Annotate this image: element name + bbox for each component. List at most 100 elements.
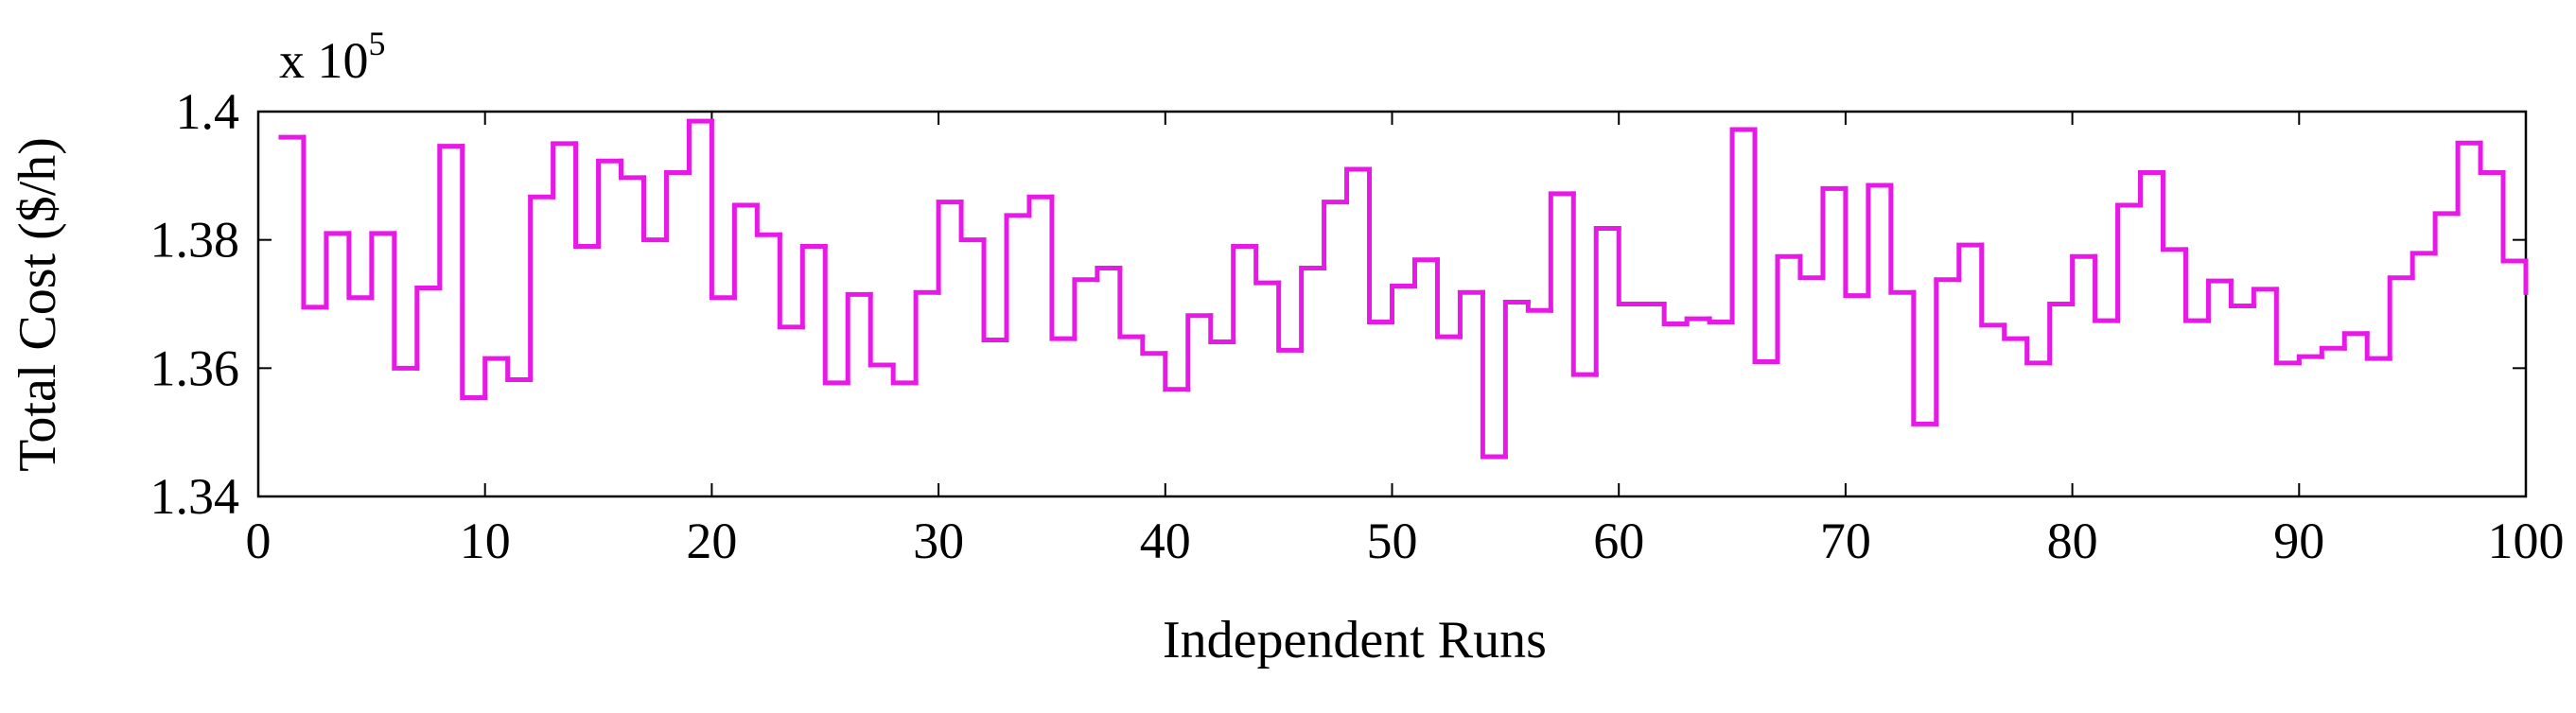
step [1502, 299, 1531, 460]
step [1616, 225, 1644, 306]
step [1866, 183, 1894, 299]
step [2002, 322, 2030, 341]
step [799, 243, 828, 330]
step [2228, 278, 2256, 309]
step [2432, 211, 2461, 256]
step [1390, 284, 1417, 324]
step [1911, 289, 1939, 426]
step [1729, 127, 1758, 324]
step [414, 286, 443, 371]
x-tick-label: 10 [460, 513, 511, 569]
step [528, 194, 556, 383]
step [1253, 243, 1282, 286]
step [1411, 257, 1440, 289]
step [1117, 266, 1146, 339]
step [369, 231, 397, 301]
y-tick-label: 1.38 [150, 212, 240, 269]
step [2093, 253, 2121, 323]
step [1843, 185, 1871, 299]
plot-frame [256, 110, 2528, 498]
step [2182, 247, 2211, 323]
step [777, 232, 805, 330]
step [754, 202, 782, 237]
x-tick-label: 40 [1140, 513, 1191, 569]
step [2024, 336, 2053, 366]
step [2115, 202, 2144, 323]
step [1593, 225, 1621, 377]
x-tick-label: 0 [246, 513, 272, 569]
step [2205, 278, 2234, 323]
y-multiplier: x 105 [279, 25, 386, 89]
step [596, 158, 624, 249]
step [1707, 316, 1735, 324]
step [1231, 243, 1259, 345]
x-axis-title: Independent Runs [1163, 611, 1547, 670]
step [1049, 194, 1078, 341]
step [913, 289, 941, 386]
step [845, 291, 873, 386]
x-tick-label: 20 [686, 513, 737, 569]
step [1095, 266, 1123, 283]
y-tick-label: 1.4 [176, 83, 240, 140]
step [958, 200, 987, 243]
step [1434, 257, 1463, 339]
step [1140, 334, 1168, 356]
step [2070, 253, 2098, 306]
step [1661, 302, 1690, 327]
step [2047, 302, 2076, 366]
step [2319, 345, 2347, 359]
step [1956, 242, 1985, 283]
step [1775, 253, 1803, 365]
step [2455, 140, 2483, 217]
step [686, 118, 714, 175]
step [1752, 127, 1780, 365]
step [1344, 166, 1373, 205]
step [505, 356, 534, 383]
step [1570, 191, 1599, 377]
step [619, 158, 646, 181]
step [324, 231, 352, 310]
step [1888, 183, 1917, 295]
step [437, 144, 465, 291]
step [2341, 331, 2370, 351]
step [460, 144, 488, 401]
step [1367, 166, 1394, 324]
step [731, 202, 760, 301]
step [1979, 242, 2007, 328]
step [663, 169, 692, 243]
step [482, 356, 511, 401]
step [640, 175, 669, 243]
x-tick-label: 60 [1593, 513, 1644, 569]
x-tick-label: 30 [913, 513, 964, 569]
step [890, 362, 919, 386]
step [1208, 313, 1236, 345]
y-tick-label: 1.34 [150, 468, 240, 525]
x-tick-label: 90 [2273, 513, 2324, 569]
step [1797, 253, 1826, 281]
step [1072, 277, 1100, 341]
step [1934, 277, 1962, 426]
step [709, 118, 737, 301]
step [1525, 299, 1553, 313]
step [2251, 287, 2279, 309]
step [1163, 351, 1191, 392]
step [1026, 194, 1055, 218]
y-multiplier-base: x 10 [279, 32, 369, 89]
step [867, 291, 896, 368]
x-tick-label: 80 [2047, 513, 2098, 569]
step [2478, 140, 2506, 175]
step [2500, 169, 2529, 264]
step [2273, 287, 2302, 366]
step [2364, 331, 2392, 361]
step [981, 237, 1009, 342]
y-axis-title: Total Cost ($/h) [9, 137, 67, 472]
step [392, 231, 420, 371]
step [1684, 316, 1712, 327]
step [1276, 280, 1305, 353]
step [1185, 313, 1214, 392]
step [1548, 191, 1576, 313]
y-multiplier-exponent: 5 [369, 25, 386, 62]
step [1820, 185, 1849, 281]
step [936, 200, 964, 295]
